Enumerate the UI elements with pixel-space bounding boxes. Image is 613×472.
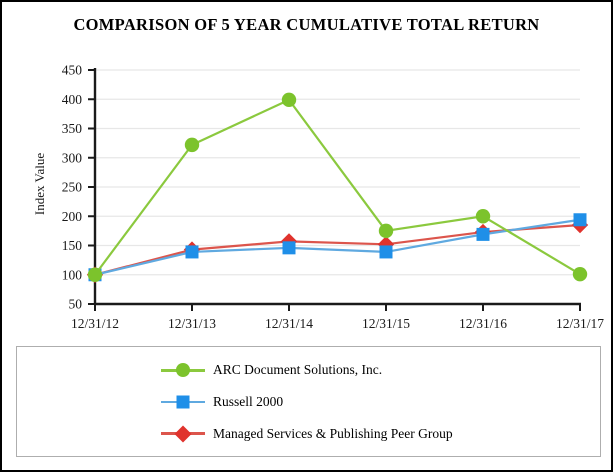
legend-item-peer-group: Managed Services & Publishing Peer Group (161, 424, 600, 443)
y-tick-label: 300 (62, 150, 83, 165)
data-point-square (379, 245, 393, 259)
y-tick-label: 100 (62, 267, 83, 282)
data-point-square (573, 213, 587, 227)
legend-label: Managed Services & Publishing Peer Group (213, 425, 453, 441)
chart-title: COMPARISON OF 5 YEAR CUMULATIVE TOTAL RE… (73, 15, 540, 34)
legend-swatch (161, 362, 205, 378)
y-tick-label: 350 (62, 121, 83, 136)
series-line-arc-document-solutions-inc (94, 98, 581, 276)
legend-label: Russell 2000 (213, 394, 284, 409)
data-point-circle (475, 209, 491, 224)
data-point-circle (87, 267, 103, 282)
data-point-circle (572, 266, 588, 282)
data-point-square (185, 245, 199, 259)
diamond-marker-icon (174, 425, 192, 443)
legend-swatch (161, 425, 205, 443)
y-tick-label: 450 (62, 63, 83, 78)
y-tick-label: 50 (69, 297, 83, 312)
x-tick-label: 12/31/15 (362, 316, 410, 331)
y-tick-label: 150 (62, 238, 83, 253)
y-tick-label: 200 (62, 209, 83, 224)
square-marker-icon (176, 395, 190, 409)
data-point-square (476, 227, 490, 241)
y-tick-label: 250 (62, 180, 83, 195)
data-point-circle (378, 223, 394, 239)
x-tick-label: 12/31/13 (168, 316, 216, 331)
legend-swatch (161, 394, 205, 410)
data-point-square (282, 241, 296, 255)
circle-marker-icon (176, 363, 190, 378)
data-point-circle (281, 92, 297, 108)
x-tick-label: 12/31/17 (556, 316, 604, 331)
legend-label: ARC Document Solutions, Inc. (213, 362, 383, 378)
legend-item-russell-2000: Russell 2000 (161, 393, 600, 412)
series-line-russell-2000 (94, 218, 581, 276)
x-tick-label: 12/31/12 (71, 316, 119, 331)
data-point-circle (184, 137, 200, 153)
x-tick-label: 12/31/14 (265, 316, 313, 331)
y-tick-label: 400 (62, 92, 83, 107)
x-tick-label: 12/31/16 (459, 316, 507, 331)
chart-legend: ARC Document Solutions, Inc. Russell 200… (16, 346, 601, 457)
legend-item-arc-document-solutions: ARC Document Solutions, Inc. (161, 361, 600, 380)
